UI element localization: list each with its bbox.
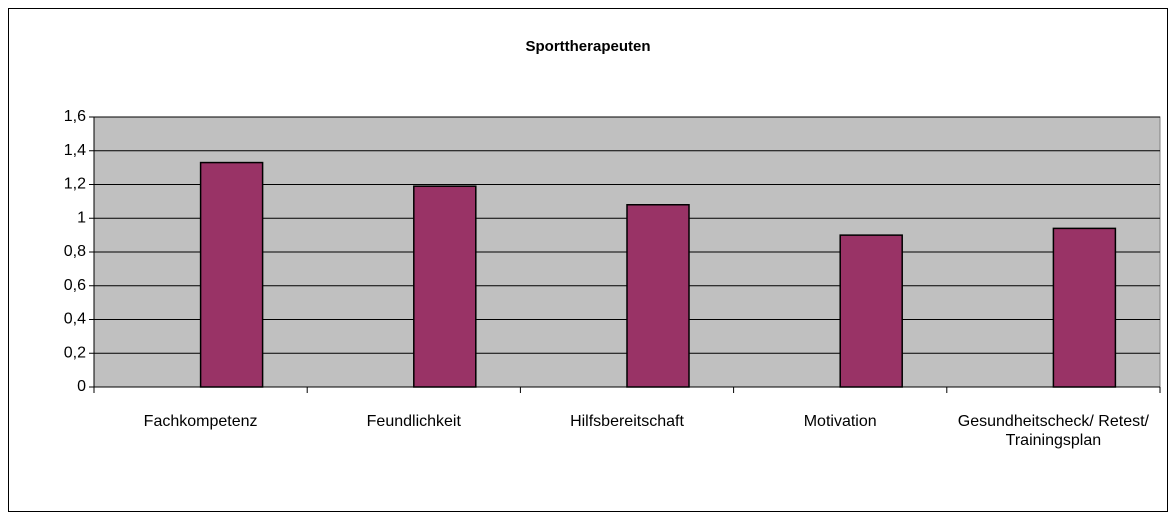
y-tick-label: 1,4 bbox=[64, 142, 86, 159]
bar bbox=[199, 161, 264, 388]
y-tick-label: 1 bbox=[77, 209, 86, 226]
y-tick-label: 0,8 bbox=[64, 243, 86, 260]
x-tick-label: Gesundheitscheck/ Retest/ Trainingsplan bbox=[957, 413, 1149, 449]
x-tick-label: Fachkompetenz bbox=[143, 413, 258, 430]
x-tick-label: Feundlichkeit bbox=[366, 413, 461, 430]
y-tick-label: 0,4 bbox=[64, 311, 86, 328]
chart-title: Sporttherapeuten bbox=[525, 38, 650, 55]
bar bbox=[626, 204, 690, 388]
x-tick-label: Motivation bbox=[803, 413, 877, 430]
bar bbox=[413, 185, 477, 388]
bar bbox=[1052, 227, 1117, 388]
y-tick-label: 0 bbox=[77, 378, 86, 395]
bar bbox=[839, 234, 903, 388]
y-tick-label: 1,2 bbox=[64, 176, 86, 193]
y-tick-label: 0,6 bbox=[64, 277, 86, 294]
x-tick-label: Hilfsbereitschaft bbox=[570, 413, 684, 430]
y-tick-label: 0,2 bbox=[64, 344, 86, 361]
y-tick-label: 1,6 bbox=[64, 108, 86, 125]
